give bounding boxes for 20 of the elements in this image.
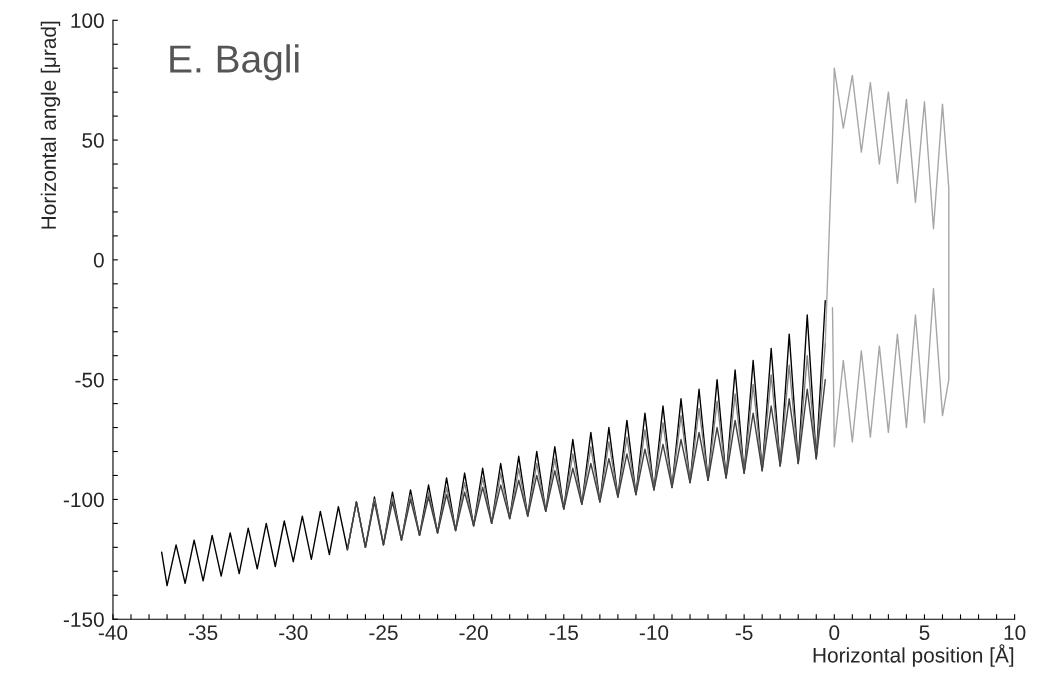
x-tick-label: -35 — [189, 625, 218, 641]
y-tick-label: 0 — [93, 252, 104, 268]
y-tick-label: 50 — [82, 133, 104, 148]
y-axis-title: Horizontal angle [μrad] — [40, 21, 61, 229]
x-tick-label: -40 — [98, 625, 128, 641]
x-tick-label: 0 — [829, 625, 840, 641]
x-axis-title: Horizontal position [Å] — [813, 644, 1014, 667]
x-tick-label: 10 — [1004, 625, 1026, 641]
y-tick-label: -150 — [63, 612, 104, 627]
x-tick-label: -10 — [639, 625, 669, 641]
y-tick-label: -100 — [63, 492, 104, 508]
x-tick-label: -5 — [735, 625, 753, 641]
x-tick-label: -20 — [459, 625, 488, 641]
y-tick-label: -50 — [75, 372, 104, 388]
x-tick-label: 5 — [919, 625, 930, 641]
x-tick-label: -30 — [279, 625, 308, 641]
x-tick-label: -15 — [549, 625, 578, 641]
annotation: E. Bagli — [170, 44, 299, 81]
x-tick-label: -25 — [369, 625, 398, 641]
y-tick-label: 100 — [71, 13, 104, 29]
